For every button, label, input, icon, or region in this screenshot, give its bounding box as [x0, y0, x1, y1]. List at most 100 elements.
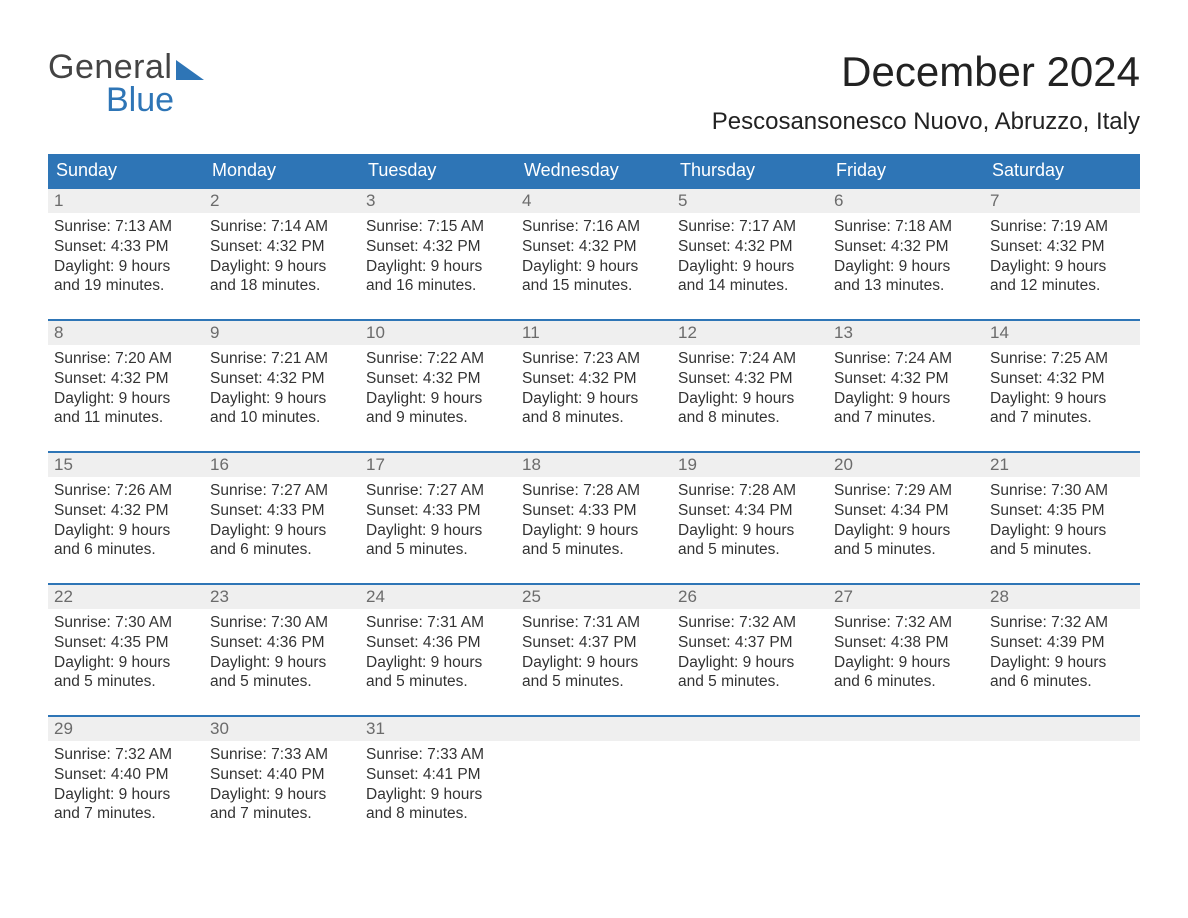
sunset-line: Sunset: 4:38 PM: [834, 633, 978, 653]
day-number: 23: [204, 583, 360, 609]
daylight-line: Daylight: 9 hours and 19 minutes.: [54, 257, 198, 297]
weekday-header-row: SundayMondayTuesdayWednesdayThursdayFrid…: [48, 154, 1140, 187]
calendar-day-cell: 4Sunrise: 7:16 AMSunset: 4:32 PMDaylight…: [516, 187, 672, 319]
weekday-header: Tuesday: [360, 154, 516, 187]
sunrise-line: Sunrise: 7:20 AM: [54, 349, 198, 369]
day-details: Sunrise: 7:27 AMSunset: 4:33 PMDaylight:…: [204, 477, 360, 560]
day-details: Sunrise: 7:31 AMSunset: 4:36 PMDaylight:…: [360, 609, 516, 692]
weekday-header: Wednesday: [516, 154, 672, 187]
sunrise-line: Sunrise: 7:18 AM: [834, 217, 978, 237]
sunrise-line: Sunrise: 7:23 AM: [522, 349, 666, 369]
day-number: 5: [672, 187, 828, 213]
sunset-line: Sunset: 4:37 PM: [678, 633, 822, 653]
calendar-day-cell: 5Sunrise: 7:17 AMSunset: 4:32 PMDaylight…: [672, 187, 828, 319]
sunrise-line: Sunrise: 7:31 AM: [366, 613, 510, 633]
sunrise-line: Sunrise: 7:28 AM: [522, 481, 666, 501]
calendar-day-cell: 10Sunrise: 7:22 AMSunset: 4:32 PMDayligh…: [360, 319, 516, 451]
day-number: 27: [828, 583, 984, 609]
calendar-day-cell: 15Sunrise: 7:26 AMSunset: 4:32 PMDayligh…: [48, 451, 204, 583]
sunrise-line: Sunrise: 7:15 AM: [366, 217, 510, 237]
calendar-day-cell: 11Sunrise: 7:23 AMSunset: 4:32 PMDayligh…: [516, 319, 672, 451]
calendar-day-cell: 30Sunrise: 7:33 AMSunset: 4:40 PMDayligh…: [204, 715, 360, 847]
sunrise-line: Sunrise: 7:26 AM: [54, 481, 198, 501]
calendar-day-cell: 23Sunrise: 7:30 AMSunset: 4:36 PMDayligh…: [204, 583, 360, 715]
daylight-line: Daylight: 9 hours and 9 minutes.: [366, 389, 510, 429]
sunset-line: Sunset: 4:41 PM: [366, 765, 510, 785]
daylight-line: Daylight: 9 hours and 5 minutes.: [522, 653, 666, 693]
day-details: Sunrise: 7:29 AMSunset: 4:34 PMDaylight:…: [828, 477, 984, 560]
day-number: 24: [360, 583, 516, 609]
weekday-header: Thursday: [672, 154, 828, 187]
sunrise-line: Sunrise: 7:16 AM: [522, 217, 666, 237]
day-number: 20: [828, 451, 984, 477]
day-details: Sunrise: 7:21 AMSunset: 4:32 PMDaylight:…: [204, 345, 360, 428]
day-details: Sunrise: 7:14 AMSunset: 4:32 PMDaylight:…: [204, 213, 360, 296]
sunrise-line: Sunrise: 7:32 AM: [54, 745, 198, 765]
sunset-line: Sunset: 4:33 PM: [54, 237, 198, 257]
day-number: 12: [672, 319, 828, 345]
weekday-header: Friday: [828, 154, 984, 187]
day-details: Sunrise: 7:23 AMSunset: 4:32 PMDaylight:…: [516, 345, 672, 428]
day-details: Sunrise: 7:33 AMSunset: 4:40 PMDaylight:…: [204, 741, 360, 824]
day-number: 30: [204, 715, 360, 741]
calendar-day-cell: 28Sunrise: 7:32 AMSunset: 4:39 PMDayligh…: [984, 583, 1140, 715]
daylight-line: Daylight: 9 hours and 10 minutes.: [210, 389, 354, 429]
day-number: 26: [672, 583, 828, 609]
calendar-day-cell: 7Sunrise: 7:19 AMSunset: 4:32 PMDaylight…: [984, 187, 1140, 319]
sunset-line: Sunset: 4:40 PM: [210, 765, 354, 785]
daylight-line: Daylight: 9 hours and 12 minutes.: [990, 257, 1134, 297]
sunset-line: Sunset: 4:32 PM: [834, 369, 978, 389]
sunset-line: Sunset: 4:32 PM: [210, 369, 354, 389]
sunset-line: Sunset: 4:32 PM: [678, 369, 822, 389]
sunset-line: Sunset: 4:35 PM: [54, 633, 198, 653]
day-details: Sunrise: 7:28 AMSunset: 4:33 PMDaylight:…: [516, 477, 672, 560]
day-number: 18: [516, 451, 672, 477]
sunset-line: Sunset: 4:35 PM: [990, 501, 1134, 521]
daylight-line: Daylight: 9 hours and 5 minutes.: [522, 521, 666, 561]
daylight-line: Daylight: 9 hours and 5 minutes.: [366, 653, 510, 693]
location-subtitle: Pescosansonesco Nuovo, Abruzzo, Italy: [712, 108, 1140, 136]
daylight-line: Daylight: 9 hours and 5 minutes.: [210, 653, 354, 693]
sunset-line: Sunset: 4:32 PM: [366, 369, 510, 389]
day-number: 19: [672, 451, 828, 477]
sunset-line: Sunset: 4:34 PM: [834, 501, 978, 521]
page-title: December 2024: [712, 48, 1140, 96]
daylight-line: Daylight: 9 hours and 5 minutes.: [678, 653, 822, 693]
calendar-day-cell: 20Sunrise: 7:29 AMSunset: 4:34 PMDayligh…: [828, 451, 984, 583]
day-details: Sunrise: 7:24 AMSunset: 4:32 PMDaylight:…: [828, 345, 984, 428]
day-number: 13: [828, 319, 984, 345]
sunset-line: Sunset: 4:37 PM: [522, 633, 666, 653]
day-details: Sunrise: 7:30 AMSunset: 4:35 PMDaylight:…: [48, 609, 204, 692]
daylight-line: Daylight: 9 hours and 11 minutes.: [54, 389, 198, 429]
day-number-empty: .: [984, 715, 1140, 741]
sunset-line: Sunset: 4:32 PM: [54, 501, 198, 521]
day-details: Sunrise: 7:32 AMSunset: 4:37 PMDaylight:…: [672, 609, 828, 692]
day-details: Sunrise: 7:32 AMSunset: 4:39 PMDaylight:…: [984, 609, 1140, 692]
day-details: Sunrise: 7:26 AMSunset: 4:32 PMDaylight:…: [48, 477, 204, 560]
sunset-line: Sunset: 4:32 PM: [990, 369, 1134, 389]
calendar-week-row: 22Sunrise: 7:30 AMSunset: 4:35 PMDayligh…: [48, 583, 1140, 715]
daylight-line: Daylight: 9 hours and 13 minutes.: [834, 257, 978, 297]
day-number: 8: [48, 319, 204, 345]
calendar-week-row: 8Sunrise: 7:20 AMSunset: 4:32 PMDaylight…: [48, 319, 1140, 451]
calendar-day-cell: .: [516, 715, 672, 847]
day-number: 21: [984, 451, 1140, 477]
sunset-line: Sunset: 4:33 PM: [366, 501, 510, 521]
calendar-day-cell: 19Sunrise: 7:28 AMSunset: 4:34 PMDayligh…: [672, 451, 828, 583]
calendar-day-cell: 6Sunrise: 7:18 AMSunset: 4:32 PMDaylight…: [828, 187, 984, 319]
calendar-day-cell: 27Sunrise: 7:32 AMSunset: 4:38 PMDayligh…: [828, 583, 984, 715]
day-number: 11: [516, 319, 672, 345]
day-details: Sunrise: 7:27 AMSunset: 4:33 PMDaylight:…: [360, 477, 516, 560]
header: General Blue December 2024 Pescosansones…: [48, 48, 1140, 136]
sunset-line: Sunset: 4:32 PM: [522, 369, 666, 389]
day-number: 6: [828, 187, 984, 213]
calendar-day-cell: 13Sunrise: 7:24 AMSunset: 4:32 PMDayligh…: [828, 319, 984, 451]
calendar-day-cell: 24Sunrise: 7:31 AMSunset: 4:36 PMDayligh…: [360, 583, 516, 715]
calendar-day-cell: .: [984, 715, 1140, 847]
daylight-line: Daylight: 9 hours and 7 minutes.: [210, 785, 354, 825]
sunset-line: Sunset: 4:33 PM: [210, 501, 354, 521]
logo-text-blue: Blue: [106, 81, 204, 120]
logo-sail-icon: [176, 60, 204, 80]
sunrise-line: Sunrise: 7:33 AM: [366, 745, 510, 765]
sunset-line: Sunset: 4:33 PM: [522, 501, 666, 521]
